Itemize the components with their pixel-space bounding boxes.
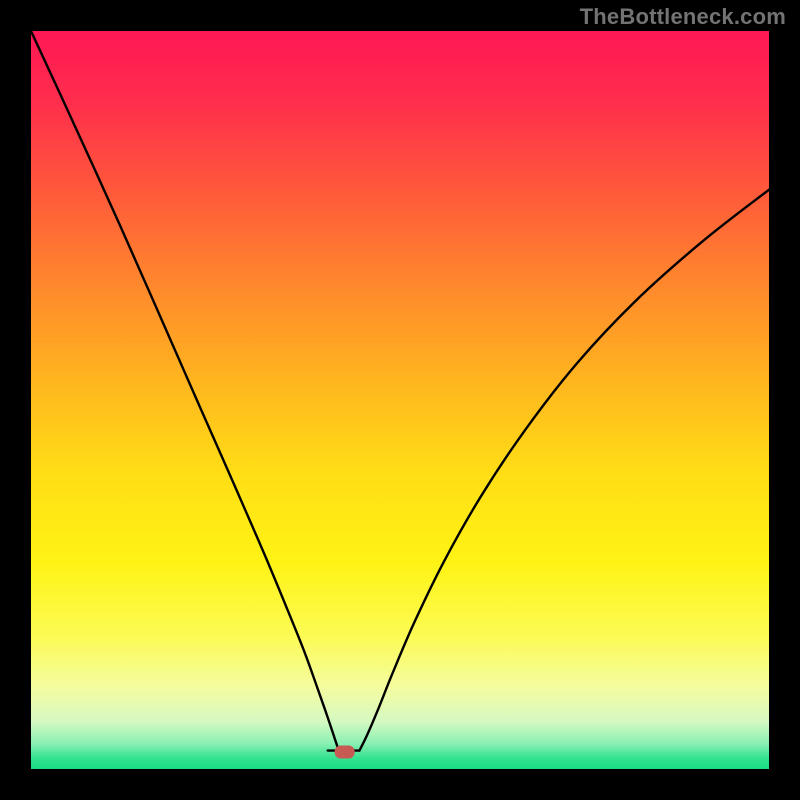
watermark-text: TheBottleneck.com xyxy=(580,4,786,30)
chart-svg xyxy=(0,0,800,800)
chart-frame: TheBottleneck.com xyxy=(0,0,800,800)
bottleneck-marker xyxy=(335,746,355,759)
